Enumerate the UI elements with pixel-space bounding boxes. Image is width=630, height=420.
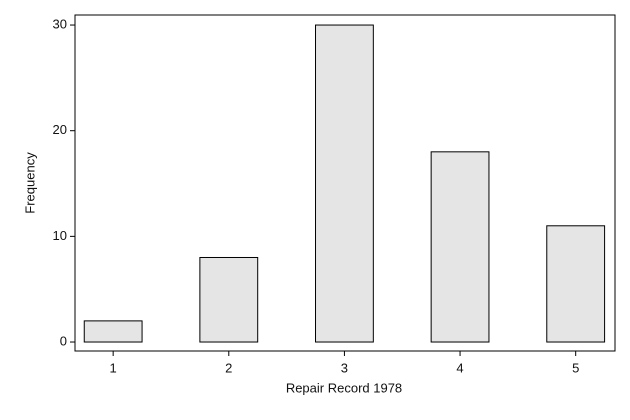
bar bbox=[546, 225, 606, 343]
x-axis-label: Repair Record 1978 bbox=[286, 380, 402, 395]
x-tick-label: 5 bbox=[572, 360, 579, 375]
x-tick-label: 3 bbox=[341, 360, 348, 375]
bar bbox=[199, 256, 259, 343]
y-tick-label: 30 bbox=[53, 16, 67, 31]
x-tick-label: 4 bbox=[456, 360, 463, 375]
y-axis-label: Frequency bbox=[22, 152, 37, 214]
y-tick-label: 0 bbox=[60, 333, 67, 348]
x-tick-label: 2 bbox=[225, 360, 232, 375]
y-tick-label: 10 bbox=[53, 228, 67, 243]
y-tick-label: 20 bbox=[53, 122, 67, 137]
bar bbox=[83, 320, 143, 343]
plot-frame bbox=[74, 14, 616, 352]
x-tick-label: 1 bbox=[110, 360, 117, 375]
bar bbox=[430, 151, 490, 343]
bar bbox=[315, 24, 374, 343]
